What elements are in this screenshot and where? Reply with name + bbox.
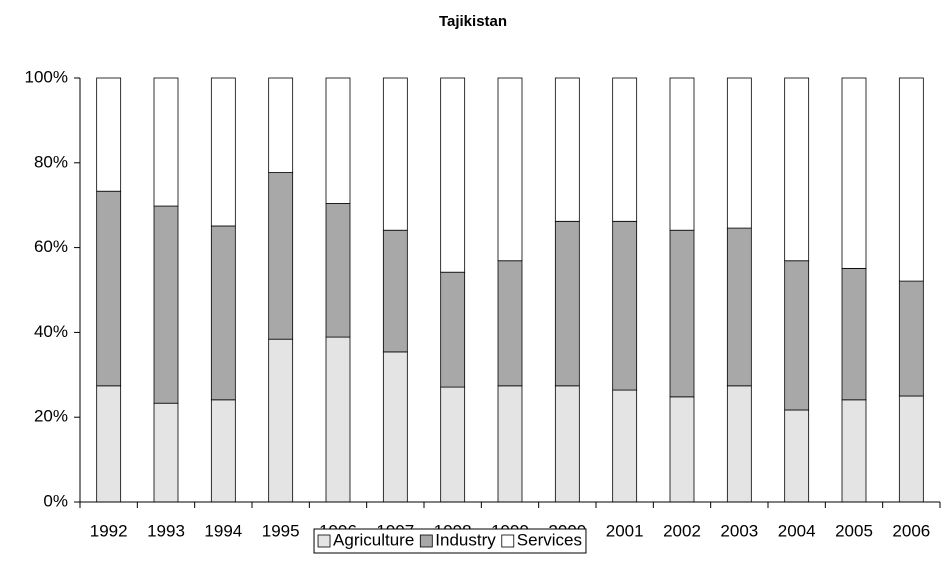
x-tick-label: 2002 [663, 521, 701, 540]
y-tick-label: 20% [34, 407, 68, 426]
bar-segment [382, 351, 408, 503]
y-tick-label: 80% [34, 152, 68, 171]
y-tick-label: 0% [43, 491, 68, 510]
bar-segment [153, 402, 179, 503]
bar-segment [841, 267, 867, 401]
legend-label: Services [517, 530, 582, 549]
bar-segment [898, 77, 924, 282]
legend-label: Agriculture [333, 530, 414, 549]
bar-segment [96, 77, 122, 192]
x-tick-label: 1993 [147, 521, 185, 540]
bar-segment [726, 227, 752, 387]
x-tick-label: 1995 [262, 521, 300, 540]
bar-segment [612, 77, 638, 222]
legend-swatch [501, 534, 515, 548]
bar-segment [96, 385, 122, 503]
bar-segment [268, 77, 294, 173]
legend-frame [313, 528, 587, 554]
bar-segment [784, 409, 810, 503]
bar-segment [554, 220, 580, 387]
x-tick-label: 2005 [835, 521, 873, 540]
bar-segment [554, 385, 580, 503]
bar-segment [96, 190, 122, 387]
x-tick-label: 2006 [892, 521, 930, 540]
bar-segment [325, 336, 351, 503]
x-tick-label: 2001 [606, 521, 644, 540]
legend-label: Industry [435, 530, 496, 549]
bar-segment [210, 225, 236, 401]
bar-segment [497, 260, 523, 387]
y-tick-label: 40% [34, 322, 68, 341]
x-tick-label: 1992 [90, 521, 128, 540]
bar-segment [612, 220, 638, 391]
bar-segment [325, 203, 351, 338]
bar-segment [268, 172, 294, 340]
bar-segment [210, 77, 236, 227]
bar-segment [784, 77, 810, 262]
bar-segment [669, 229, 695, 398]
legend-swatch [317, 534, 331, 548]
bar-segment [382, 229, 408, 353]
y-tick-label: 100% [25, 67, 68, 86]
bar-segment [898, 395, 924, 503]
bar-segment [669, 396, 695, 503]
bar-segment [153, 77, 179, 207]
x-tick-label: 1994 [204, 521, 242, 540]
bar-segment [784, 260, 810, 411]
bar-segment [898, 280, 924, 397]
bar-segment [669, 77, 695, 231]
legend-swatch [419, 534, 433, 548]
bar-segment [612, 389, 638, 503]
bar-segment [497, 385, 523, 503]
bar-segment [153, 205, 179, 404]
bar-segment [382, 77, 408, 231]
x-tick-label: 2004 [778, 521, 816, 540]
bar-segment [440, 386, 466, 503]
bar-segment [726, 77, 752, 229]
bar-segment [440, 271, 466, 388]
legend: Agriculture Industry Services [313, 528, 587, 554]
bar-segment [554, 77, 580, 222]
bar-segment [726, 385, 752, 503]
bar-segment [268, 338, 294, 503]
x-tick-label: 2003 [720, 521, 758, 540]
bar-segment [841, 77, 867, 269]
bar-segment [497, 77, 523, 262]
bar-segment [325, 77, 351, 204]
bar-segment [210, 399, 236, 503]
bar-segment [841, 399, 867, 503]
y-tick-label: 60% [34, 237, 68, 256]
bar-segment [440, 77, 466, 273]
chart-title: Tajikistan [439, 13, 507, 30]
